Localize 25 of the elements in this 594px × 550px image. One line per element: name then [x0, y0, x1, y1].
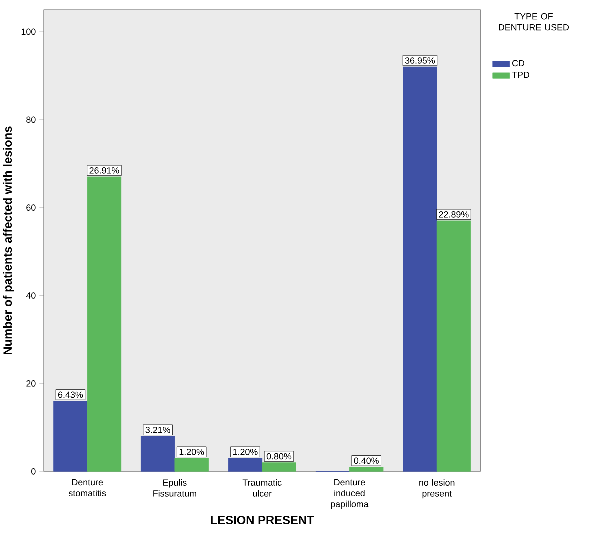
legend-title: TYPE OF DENTURE USED — [499, 13, 570, 31]
y-tick-label: 60 — [26, 204, 36, 211]
y-tick-label: 80 — [26, 116, 36, 123]
x-tick-label: Epulis Fissuratum — [154, 479, 196, 497]
x-tick-label: no lesion present — [420, 479, 455, 499]
annotation: 26.91% — [90, 167, 120, 174]
x-tick-label: Denture induced papilloma — [331, 479, 369, 510]
legend-label: CD — [512, 60, 525, 67]
annotation: 0.40% — [354, 458, 379, 464]
annotation: 0.80% — [266, 453, 292, 460]
annotation: 36.95% — [405, 58, 436, 64]
legend-label: TPD — [512, 72, 530, 78]
annotation: 1.20% — [180, 448, 204, 456]
annotation: 3.21% — [146, 426, 170, 434]
y-tick-label: 20 — [26, 380, 36, 387]
y-axis-title: Number of patients affected with lesions — [3, 126, 14, 354]
x-tick-label: Traumatic ulcer — [242, 479, 282, 497]
x-tick-label: Denture stomatitis — [68, 479, 106, 497]
x-axis-title: LESION PRESENT — [211, 516, 314, 524]
annotation: 6.43% — [58, 392, 84, 398]
y-tick-label: 0 — [32, 468, 36, 475]
y-tick-label: 100 — [22, 28, 36, 36]
annotation: 22.89% — [439, 211, 469, 218]
y-tick-label: 40 — [26, 292, 36, 299]
annotation: 1.20% — [233, 448, 258, 456]
